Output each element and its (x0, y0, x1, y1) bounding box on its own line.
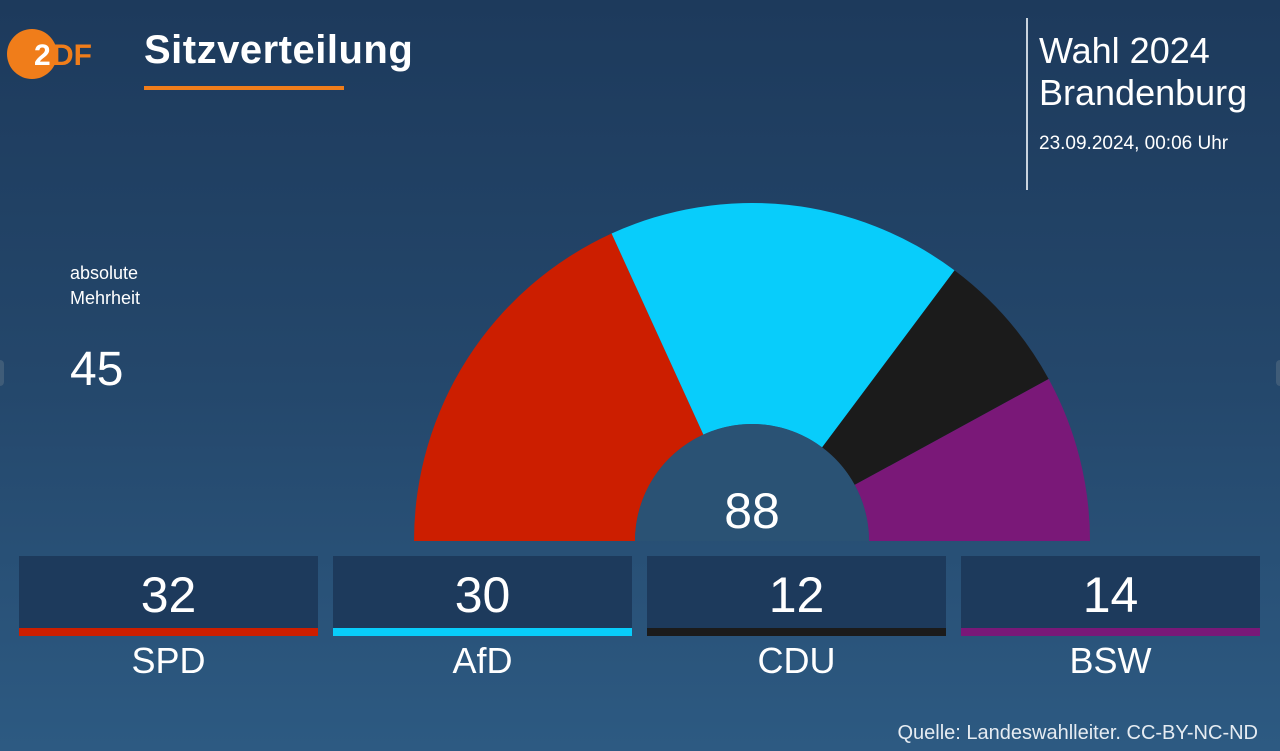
majority-value: 45 (70, 343, 124, 396)
zdf-logo: 2 DF (7, 29, 92, 79)
party-box-cdu: 12 CDU (647, 556, 946, 682)
election-title: Wahl 2024 Brandenburg (1039, 30, 1247, 114)
seat-slice-bsw (854, 379, 1090, 541)
election-name: Wahl 2024 (1039, 30, 1210, 71)
title-underline (144, 86, 344, 90)
party-results: 32 SPD 30 AfD 12 CDU 14 BSW (19, 556, 1260, 682)
seat-slice-spd (414, 233, 704, 542)
majority-label-line1: absolute (70, 263, 139, 283)
party-name: SPD (131, 640, 206, 681)
source-credit: Quelle: Landeswahlleiter. CC-BY-NC-ND (897, 722, 1258, 744)
page-title: Sitzverteilung (144, 28, 414, 72)
party-name: BSW (1069, 640, 1152, 681)
scroll-left-handle[interactable] (0, 360, 4, 386)
party-box-spd: 32 SPD (19, 556, 318, 682)
seat-count: 30 (333, 556, 632, 628)
party-box-afd: 30 AfD (333, 556, 632, 682)
seat-count: 32 (19, 556, 318, 628)
party-color-bar (19, 628, 318, 636)
party-color-bar (333, 628, 632, 636)
election-region: Brandenburg (1039, 72, 1248, 113)
majority-label: absolute Mehrheit (70, 261, 140, 311)
majority-label-line2: Mehrheit (70, 288, 141, 308)
seat-slice-afd (611, 203, 955, 448)
seat-slice-cdu (822, 270, 1049, 485)
total-seats-label: 88 (724, 483, 780, 539)
seat-count: 14 (961, 556, 1260, 628)
scroll-right-handle[interactable] (1276, 360, 1280, 386)
svg-text:2: 2 (34, 39, 51, 72)
timestamp: 23.09.2024, 00:06 Uhr (1039, 133, 1229, 154)
party-name: CDU (757, 640, 836, 681)
party-color-bar (961, 628, 1260, 636)
header-divider (1026, 18, 1028, 190)
party-name: AfD (452, 640, 513, 681)
party-box-bsw: 14 BSW (961, 556, 1260, 682)
party-color-bar (647, 628, 946, 636)
chart-center-hole (635, 424, 869, 541)
svg-text:DF: DF (52, 39, 92, 72)
seat-count: 12 (647, 556, 946, 628)
